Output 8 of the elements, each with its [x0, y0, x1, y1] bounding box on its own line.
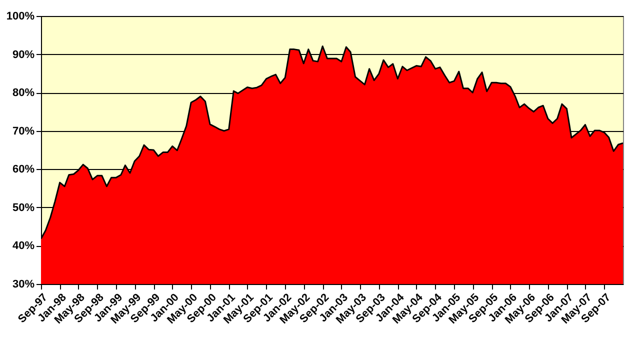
y-tick-label: 50%	[12, 202, 35, 214]
y-tick-label: 60%	[12, 164, 35, 176]
y-tick-label: 40%	[12, 240, 35, 252]
y-tick-label: 30%	[12, 278, 35, 290]
y-tick-label: 90%	[12, 48, 35, 61]
y-tick-label: 80%	[12, 87, 35, 100]
y-tick-label: 70%	[12, 125, 35, 138]
y-tick-label: 100%	[6, 10, 35, 22]
